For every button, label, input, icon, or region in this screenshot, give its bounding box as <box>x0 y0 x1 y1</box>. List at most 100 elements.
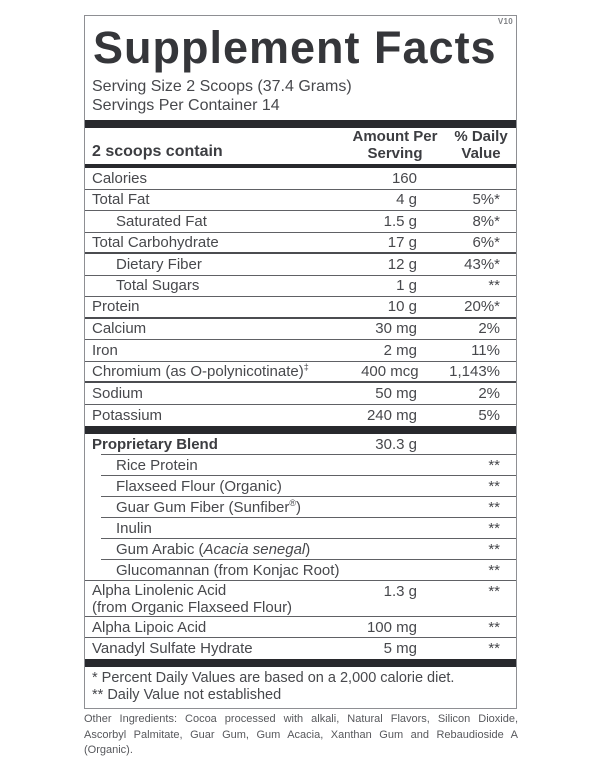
nutrient-label: Saturated Fat <box>116 212 207 230</box>
nutrient-row-total-sugars: Total Sugars 1 g ** <box>85 276 516 297</box>
divider-bar-footnotes <box>85 659 516 667</box>
amount-value: 4 g <box>396 191 417 209</box>
daily-value: ** <box>488 541 500 558</box>
daily-value: 43%* <box>464 255 500 273</box>
nutrient-row-saturated-fat: Saturated Fat 1.5 g 8%* <box>85 211 516 233</box>
amount-value: 1.5 g <box>383 212 417 230</box>
nutrient-label: Alpha Linolenic Acid (from Organic Flaxse… <box>92 582 293 616</box>
proprietary-blend-table: Proprietary Blend 30.3 g Rice Protein **… <box>85 434 516 659</box>
footnotes: * Percent Daily Values are based on a 2,… <box>85 667 516 708</box>
registered-mark: ® <box>289 498 297 508</box>
footnote-dv-not-established: ** Daily Value not established <box>92 687 282 703</box>
daily-value: 5% <box>478 406 500 424</box>
daily-value: ** <box>488 277 500 295</box>
blend-row-gum-arabic: Gum Arabic (Acacia senegal) ** <box>85 539 516 560</box>
daily-value: 1,143% <box>449 362 500 380</box>
nutrient-label: Calories <box>92 169 148 187</box>
blend-row-rice-protein: Rice Protein ** <box>85 455 516 476</box>
dagger-mark: ‡ <box>303 361 309 372</box>
daily-value: 5%* <box>472 191 500 209</box>
nutrient-row-iron: Iron 2 mg 11% <box>85 340 516 362</box>
daily-value: 20%* <box>464 298 500 316</box>
supplement-facts-label: V10 Supplement Facts Serving Size 2 Scoo… <box>84 15 517 709</box>
amount-value: 1 g <box>396 277 417 295</box>
nutrient-label: Protein <box>92 298 140 316</box>
nutrient-label: Gum Arabic (Acacia senegal) <box>116 541 311 558</box>
amount-value: 17 g <box>387 233 417 251</box>
amount-value: 30.3 g <box>375 436 417 453</box>
amount-value: 160 <box>391 169 417 187</box>
daily-value: 6%* <box>472 233 500 251</box>
nutrient-label: Proprietary Blend <box>92 436 218 453</box>
nutrient-row-chromium: Chromium (as O-polynicotinate)‡ 400 mcg … <box>85 361 516 383</box>
amount-value: 50 mg <box>375 384 417 402</box>
blend-row-guar-gum-fiber: Guar Gum Fiber (Sunfiber®) ** <box>85 497 516 518</box>
blend-row-glucomannan: Glucomannan (from Konjac Root) ** <box>85 560 516 581</box>
amount-value: 100 mg <box>366 618 417 636</box>
footnote-percent-dv: * Percent Daily Values are based on a 2,… <box>92 670 455 686</box>
version-tag: V10 <box>497 17 513 26</box>
daily-value: ** <box>488 583 500 600</box>
column-header-contain: 2 scoops contain <box>92 143 223 160</box>
nutrient-row-protein: Protein 10 g 20%* <box>85 297 516 319</box>
blend-row-vanadyl-sulfate: Vanadyl Sulfate Hydrate 5 mg ** <box>85 638 516 659</box>
daily-value: ** <box>488 640 500 657</box>
column-header-daily-value: % Daily Value <box>454 128 508 162</box>
nutrient-label: Total Carbohydrate <box>92 233 219 251</box>
nutrient-row-sodium: Sodium 50 mg 2% <box>85 383 516 405</box>
nutrient-label: Guar Gum Fiber (Sunfiber®) <box>116 498 302 517</box>
daily-value: ** <box>488 499 500 516</box>
daily-value: ** <box>488 457 500 474</box>
blend-row-flaxseed-flour: Flaxseed Flour (Organic) ** <box>85 476 516 497</box>
divider-bar-blend <box>85 426 516 434</box>
nutrient-label: Inulin <box>116 520 152 537</box>
nutrient-row-potassium: Potassium 240 mg 5% <box>85 405 516 427</box>
species-name: Acacia senegal <box>203 541 306 558</box>
daily-value: 8%* <box>472 212 500 230</box>
amount-value: 10 g <box>387 298 417 316</box>
nutrient-label: Rice Protein <box>116 457 198 474</box>
nutrient-label: Sodium <box>92 384 143 402</box>
nutrient-label: Flaxseed Flour (Organic) <box>116 478 282 495</box>
nutrient-label: Vanadyl Sulfate Hydrate <box>92 640 253 657</box>
nutrient-row-total-carbohydrate: Total Carbohydrate 17 g 6%* <box>85 233 516 254</box>
blend-row-alpha-lipoic-acid: Alpha Lipoic Acid 100 mg ** <box>85 617 516 638</box>
serving-size: Serving Size 2 Scoops (37.4 Grams) <box>92 78 352 95</box>
nutrient-row-dietary-fiber: Dietary Fiber 12 g 43%* <box>85 254 516 276</box>
blend-row-alpha-linolenic-acid: Alpha Linolenic Acid (from Organic Flaxse… <box>85 581 516 617</box>
blend-row-proprietary-blend: Proprietary Blend 30.3 g <box>85 434 516 455</box>
amount-value: 1.3 g <box>383 583 417 600</box>
servings-per-container: Servings Per Container 14 <box>92 96 280 114</box>
daily-value: 2% <box>478 384 500 402</box>
divider-bar-top <box>85 120 516 128</box>
nutrient-label: Total Sugars <box>116 277 200 295</box>
daily-value: ** <box>488 520 500 537</box>
nutrient-label: Dietary Fiber <box>116 255 202 273</box>
nutrient-row-calcium: Calcium 30 mg 2% <box>85 319 516 340</box>
nutrient-label: Total Fat <box>92 191 150 209</box>
label-title: Supplement Facts <box>93 22 497 73</box>
amount-value: 30 mg <box>375 320 417 338</box>
nutrient-row-total-fat: Total Fat 4 g 5%* <box>85 190 516 211</box>
nutrition-table: Calories 160 Total Fat 4 g 5%* Saturated… <box>85 168 516 426</box>
daily-value: 11% <box>471 341 500 359</box>
nutrient-row-calories: Calories 160 <box>85 168 516 190</box>
daily-value: ** <box>488 618 500 636</box>
other-ingredients: Other Ingredients: Cocoa processed with … <box>84 713 518 756</box>
daily-value: ** <box>488 478 500 495</box>
serving-info: Serving Size 2 Scoops (37.4 Grams) Servi… <box>92 78 516 115</box>
amount-value: 2 mg <box>383 341 417 359</box>
amount-value: 5 mg <box>383 640 417 657</box>
blend-row-inulin: Inulin ** <box>85 518 516 539</box>
amount-value: 240 mg <box>366 406 417 424</box>
amount-value: 400 mcg <box>361 362 419 380</box>
nutrient-label: Alpha Lipoic Acid <box>92 618 207 636</box>
nutrient-label: Chromium (as O-polynicotinate)‡ <box>92 361 309 380</box>
column-header-amount: Amount Per Serving <box>352 128 438 162</box>
daily-value: 2% <box>478 320 500 338</box>
nutrient-label: Calcium <box>92 320 147 338</box>
nutrient-label: Iron <box>92 341 118 359</box>
nutrient-label: Potassium <box>92 406 163 424</box>
amount-value: 12 g <box>387 255 417 273</box>
nutrient-label: Glucomannan (from Konjac Root) <box>116 561 340 579</box>
